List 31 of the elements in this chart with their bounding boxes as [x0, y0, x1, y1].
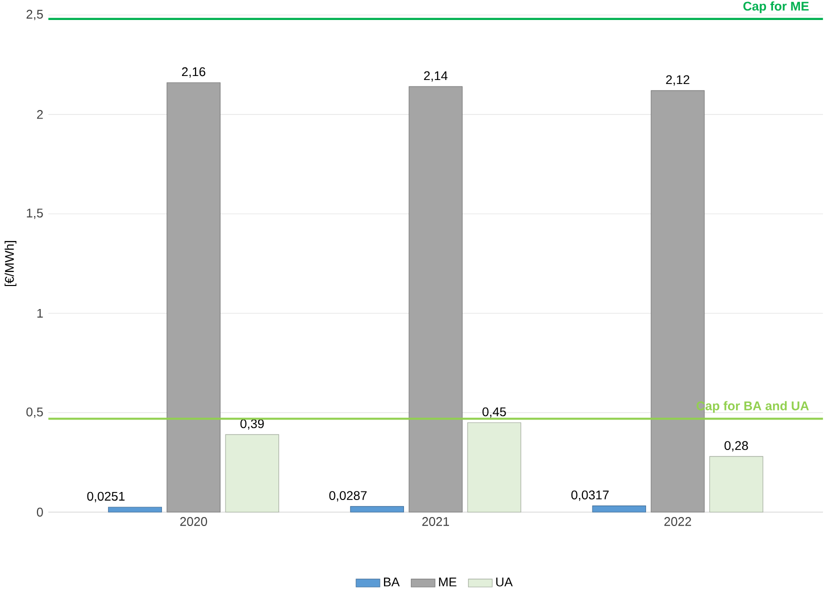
y-tick-label: 2,5	[26, 10, 43, 20]
x-tick-label: 2022	[664, 517, 692, 526]
bar	[166, 82, 220, 512]
bar	[408, 86, 463, 512]
ref-line-label: Cap for ME	[743, 1, 809, 14]
bar	[108, 506, 162, 512]
bar	[709, 456, 764, 512]
data-label: 2,12	[666, 75, 690, 86]
legend-label: BA	[384, 578, 400, 586]
legend-label: ME	[439, 578, 456, 586]
bar	[225, 434, 280, 512]
x-tick-label: 2021	[422, 517, 450, 526]
x-tick-label: 2020	[180, 517, 208, 526]
bar	[350, 506, 404, 512]
data-label: 0,0251	[87, 492, 125, 502]
data-label: 0,0287	[329, 491, 367, 502]
y-tick-label: 0,5	[26, 408, 43, 418]
data-label: 0,28	[724, 441, 748, 452]
data-label: 0,0317	[571, 490, 609, 501]
y-tick-label: 2	[37, 110, 43, 119]
data-label: 2,16	[182, 67, 206, 78]
bar	[467, 422, 522, 512]
data-label: 0,45	[482, 407, 506, 418]
data-label: 2,14	[424, 71, 448, 82]
y-tick-label: 1,5	[26, 208, 43, 219]
data-label: 0,39	[240, 419, 264, 430]
y-tick-label: 0	[36, 508, 43, 517]
legend-label: UA	[496, 578, 513, 586]
y-axis-title: [€/MWh]	[4, 241, 16, 286]
bar	[592, 506, 646, 512]
y-tick-label: 1	[37, 308, 43, 318]
